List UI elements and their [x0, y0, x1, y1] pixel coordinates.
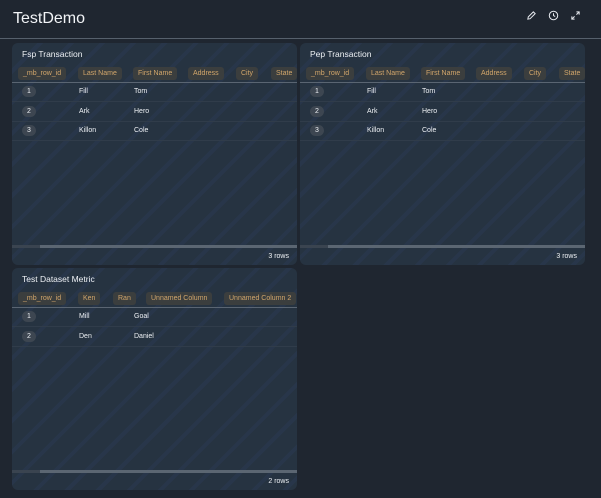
column-header[interactable]: Address	[476, 67, 512, 80]
row-id: 2	[310, 105, 324, 117]
table-cell: Killon	[79, 127, 97, 134]
row-id: 1	[310, 86, 324, 97]
column-header[interactable]: Unnamed Column 2	[224, 292, 297, 305]
column-header[interactable]: Last Name	[366, 67, 410, 80]
column-header[interactable]: First Name	[133, 67, 178, 80]
header-divider	[300, 82, 585, 83]
table-cell: Den	[79, 332, 92, 340]
row-count: 3 rows	[556, 253, 577, 260]
row-id: 1	[22, 311, 36, 322]
header: TestDemo	[0, 0, 601, 39]
table-cell: Goal	[134, 313, 149, 320]
edit-icon[interactable]	[526, 10, 537, 21]
table-cell: Daniel	[134, 332, 154, 340]
table-cell: Tom	[134, 88, 148, 95]
scrollbar-thumb[interactable]	[12, 245, 40, 248]
column-header[interactable]: Unnamed Column	[146, 292, 213, 305]
history-icon[interactable]	[548, 10, 559, 21]
row-divider	[12, 140, 297, 141]
column-header[interactable]: _mb_row_id	[18, 292, 67, 305]
table-cell: Cole	[422, 127, 437, 134]
column-header[interactable]: City	[236, 67, 259, 80]
table-cell: Ark	[367, 107, 378, 115]
row-divider	[12, 326, 297, 327]
column-header[interactable]: _mb_row_id	[306, 67, 355, 80]
row-id: 3	[22, 125, 36, 136]
dashboard-title: TestDemo	[13, 10, 86, 27]
card-title[interactable]: Test Dataset Metric	[22, 274, 95, 284]
row-divider	[12, 101, 297, 102]
table-cell: Hero	[422, 107, 438, 115]
column-header[interactable]: Last Name	[78, 67, 122, 80]
scrollbar[interactable]	[300, 245, 585, 248]
scrollbar-thumb[interactable]	[300, 245, 328, 248]
row-divider	[300, 140, 585, 141]
header-divider	[12, 82, 297, 83]
row-id: 2	[22, 330, 36, 342]
column-header[interactable]: Ran	[113, 292, 136, 305]
column-header[interactable]: Ken	[78, 292, 101, 305]
row-divider	[12, 120, 297, 122]
scrollbar[interactable]	[12, 245, 297, 248]
column-header[interactable]: Address	[188, 67, 224, 80]
table-cell: Fill	[367, 88, 376, 95]
row-divider	[300, 120, 585, 122]
column-header[interactable]: _mb_row_id	[18, 67, 67, 80]
column-header[interactable]: First Name	[421, 67, 466, 80]
column-header[interactable]: State	[559, 67, 585, 80]
row-divider	[12, 345, 297, 347]
header-divider	[12, 307, 297, 308]
row-count: 3 rows	[268, 253, 289, 260]
dashboard-card: Test Dataset Metric _mb_row_id Ken Ran Unnam…	[12, 268, 297, 490]
fullscreen-icon[interactable]	[570, 10, 581, 21]
row-id: 2	[22, 105, 36, 117]
row-divider	[300, 101, 585, 102]
table-cell: Cole	[134, 127, 149, 134]
table-cell: Hero	[134, 107, 150, 115]
table-cell: Killon	[367, 127, 385, 134]
table-cell: Ark	[79, 107, 90, 115]
dashboard-card: Fsp Transaction _mb_row_id Last Name First …	[12, 43, 297, 265]
card-title[interactable]: Pep Transaction	[310, 49, 372, 59]
column-header[interactable]: City	[524, 67, 547, 80]
column-header[interactable]: State	[271, 67, 297, 80]
card-title[interactable]: Fsp Transaction	[22, 49, 83, 59]
table-cell: Mill	[79, 313, 90, 320]
row-id: 3	[310, 125, 324, 136]
scrollbar[interactable]	[12, 470, 297, 473]
row-id: 1	[22, 86, 36, 97]
table-cell: Fill	[79, 88, 88, 95]
row-count: 2 rows	[268, 478, 289, 485]
dashboard-card: Pep Transaction _mb_row_id Last Name First …	[300, 43, 585, 265]
table-cell: Tom	[422, 88, 436, 95]
scrollbar-thumb[interactable]	[12, 470, 40, 473]
